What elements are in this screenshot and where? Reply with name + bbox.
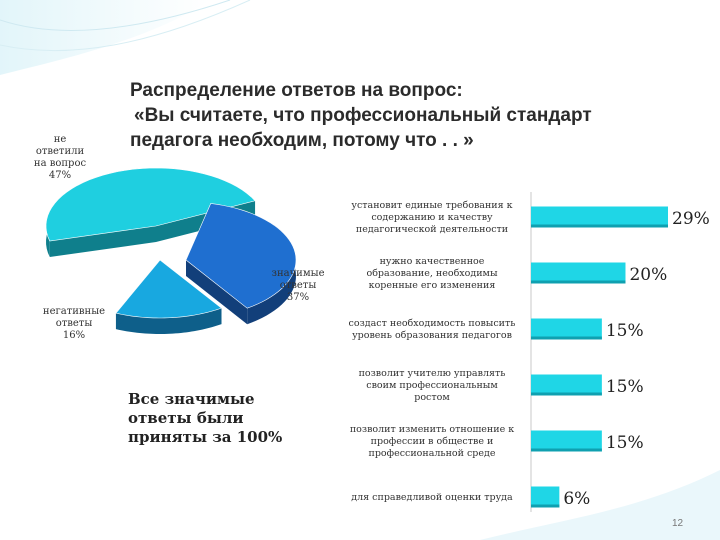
pie-slice-negative — [115, 259, 223, 334]
bar-category-label: установит единые требования к — [351, 200, 512, 211]
bar-category-label: содержанию и качеству — [371, 212, 493, 223]
bar-shadow — [531, 448, 602, 452]
pie-label-significant-value: 37% — [286, 292, 310, 303]
bar — [531, 374, 602, 396]
page-number: 12 — [672, 518, 684, 529]
bar-shadow — [531, 504, 560, 508]
bar-shadow — [531, 392, 602, 396]
bar-row: 15%позволит изменить отношение кпрофесси… — [350, 424, 644, 459]
bar-value-label: 6% — [563, 489, 590, 509]
bar-value-label: 15% — [606, 433, 644, 453]
bar-category-label: уровень образования педагогов — [352, 330, 512, 341]
bar-shadow — [531, 280, 626, 284]
title-line-2: «Вы считаете, что профессиональный станд… — [134, 105, 592, 126]
pie-label-significant-line: ответы — [279, 280, 317, 291]
title-line-3: педагога необходим, потому что . . » — [130, 130, 474, 151]
pie-label-no-answer-line: ответили — [35, 146, 85, 157]
pie-label-no-answer: не ответили на вопрос 47% — [30, 134, 90, 182]
pie-label-negative-line: негативные — [42, 306, 106, 317]
bar — [531, 262, 626, 284]
bar-category-label: нужно качественное — [380, 256, 485, 267]
bar-value-label: 15% — [606, 321, 644, 341]
bar-category-label: образование, необходимы — [366, 268, 497, 279]
bar-category-label: педагогической деятельности — [356, 224, 508, 235]
bar-category-label: позволит учителю управлять — [359, 368, 506, 379]
bar-shadow — [531, 336, 602, 340]
bar-category-label: профессиональной среде — [369, 448, 496, 459]
title-line-1: Распределение ответов на вопрос: — [130, 80, 463, 101]
bar-row: 15% создаст необходимость повыситьуровень… — [349, 318, 644, 341]
bar-category-label: создаст необходимость повысить — [349, 318, 516, 329]
bar — [531, 318, 602, 340]
bar-value-label: 29% — [672, 209, 710, 229]
bar-category-label: позволит изменить отношение к — [350, 424, 514, 435]
bar-category-label: коренные его изменения — [369, 280, 496, 291]
footnote-all-significant: Все значимые ответы были приняты за 100% — [128, 390, 283, 446]
slide-title: Распределение ответов на вопрос: «Вы счи… — [130, 78, 690, 153]
pie-label-negative-value: 16% — [62, 330, 86, 341]
bar-shadow — [531, 224, 668, 228]
pie-slice-significant — [185, 203, 297, 325]
bar-category-label: своим профессиональным — [366, 380, 498, 391]
pie-label-no-answer-line: не — [53, 134, 67, 145]
pie-label-significant-line: значимые — [271, 268, 325, 279]
bar-value-label: 20% — [629, 265, 667, 285]
bar — [531, 206, 668, 228]
bar-category-label: ростом — [414, 392, 450, 403]
pie-label-significant: значимые ответы 37% — [262, 268, 334, 304]
bar-row: 29% установит единые требования ксодержан… — [351, 200, 709, 235]
bar-category-label: профессии в обществе и — [371, 436, 494, 447]
pie-label-negative-line: ответы — [55, 318, 93, 329]
bar-value-label: 15% — [606, 377, 644, 397]
pie-label-negative: негативные ответы 16% — [34, 306, 114, 342]
bar-row: 6% для справедливой оценки труда — [351, 486, 590, 509]
bar — [531, 430, 602, 452]
bar-category-label: для справедливой оценки труда — [351, 492, 513, 503]
pie-label-no-answer-value: 47% — [48, 170, 72, 181]
bar — [531, 486, 560, 508]
pie-label-no-answer-line: на вопрос — [33, 158, 87, 169]
